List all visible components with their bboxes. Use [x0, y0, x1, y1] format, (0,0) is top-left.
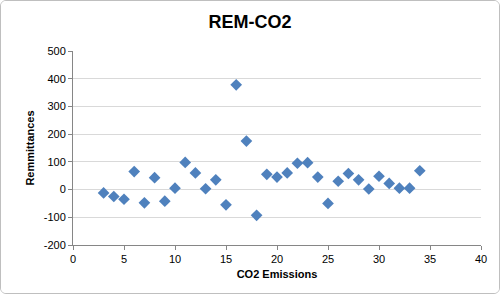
svg-text:300: 300	[47, 100, 65, 112]
svg-text:-100: -100	[44, 211, 66, 223]
svg-text:30: 30	[373, 253, 385, 265]
svg-text:20: 20	[271, 253, 283, 265]
svg-text:200: 200	[47, 128, 65, 140]
svg-text:15: 15	[220, 253, 232, 265]
svg-text:40: 40	[475, 253, 487, 265]
svg-text:0: 0	[70, 253, 76, 265]
svg-text:Remmittances: Remmittances	[24, 110, 36, 185]
svg-text:REM-CO2: REM-CO2	[208, 12, 291, 32]
svg-text:0: 0	[60, 183, 66, 195]
svg-text:35: 35	[424, 253, 436, 265]
svg-text:25: 25	[322, 253, 334, 265]
svg-text:500: 500	[47, 45, 65, 57]
svg-text:CO2 Emissions: CO2 Emissions	[237, 268, 318, 280]
svg-text:-200: -200	[44, 239, 66, 251]
svg-text:5: 5	[121, 253, 127, 265]
svg-text:400: 400	[47, 73, 65, 85]
svg-text:10: 10	[169, 253, 181, 265]
svg-text:100: 100	[47, 156, 65, 168]
